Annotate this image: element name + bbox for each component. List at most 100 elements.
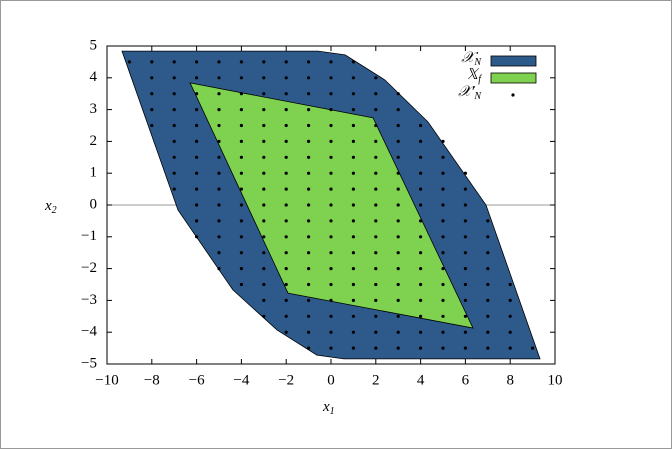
sample-point [329, 298, 333, 302]
sample-point [217, 203, 221, 207]
sample-point [284, 60, 288, 64]
sample-point [351, 155, 355, 159]
sample-point [351, 346, 355, 350]
sample-point [307, 235, 311, 239]
sample-point [419, 235, 423, 239]
sample-point [239, 235, 243, 239]
sample-point [486, 219, 490, 223]
sample-point [463, 298, 467, 302]
sample-point [463, 219, 467, 223]
y-tick-label: 0 [90, 196, 98, 212]
sample-point [150, 123, 154, 128]
sample-point [351, 203, 355, 207]
y-tick-label: −4 [81, 324, 97, 340]
sample-point [262, 92, 266, 96]
legend-label-sub: N [473, 91, 482, 102]
sample-point [351, 123, 355, 128]
sample-point [262, 187, 266, 191]
sample-point [239, 267, 243, 271]
sample-point [441, 298, 445, 302]
sample-point [508, 298, 512, 302]
sample-point [396, 267, 400, 271]
sample-point [441, 346, 445, 350]
sample-point [150, 92, 154, 96]
sample-point [419, 171, 423, 175]
sample-point [262, 251, 266, 255]
sample-point [396, 251, 400, 255]
sample-point [239, 251, 243, 255]
sample-point [374, 155, 378, 159]
sample-point [284, 92, 288, 96]
sample-point [284, 76, 288, 80]
sample-point [284, 219, 288, 223]
sample-point [195, 219, 199, 223]
legend-label-main: 𝕏 [466, 67, 480, 83]
sample-point [419, 298, 423, 302]
sample-point [531, 346, 535, 350]
sample-point [262, 282, 266, 287]
sample-point [419, 203, 423, 207]
sample-point [239, 155, 243, 159]
sample-point [195, 155, 199, 159]
x-tick-label: −2 [278, 372, 294, 388]
sample-point [307, 298, 311, 302]
sample-point [486, 330, 490, 334]
sample-point [195, 108, 199, 112]
sample-point [262, 108, 266, 112]
sample-point [307, 92, 311, 96]
sample-point [374, 330, 378, 334]
sample-point [441, 235, 445, 239]
sample-point [307, 155, 311, 159]
sample-point [463, 267, 467, 271]
sample-point [351, 251, 355, 255]
sample-point [307, 251, 311, 255]
sample-point [374, 346, 378, 350]
sample-point [329, 235, 333, 239]
sample-point [262, 171, 266, 175]
sample-point [419, 155, 423, 159]
sample-point [329, 219, 333, 223]
sample-point [441, 330, 445, 334]
x-tick-label: 2 [372, 372, 380, 388]
sample-point [307, 187, 311, 191]
sample-point [217, 108, 221, 112]
sample-point [172, 171, 176, 175]
sample-point [486, 282, 490, 287]
sample-point [262, 76, 266, 80]
sample-point [329, 108, 333, 112]
sample-point [329, 282, 333, 287]
sample-point [217, 60, 221, 64]
sample-point [351, 171, 355, 175]
x-axis-label-main: x [322, 399, 330, 415]
y-axis-label-main: x [44, 198, 52, 214]
sample-point [172, 108, 176, 112]
sample-point [351, 235, 355, 239]
sample-point [396, 92, 400, 96]
sample-point [217, 155, 221, 159]
sample-point [217, 171, 221, 175]
sample-point [239, 171, 243, 175]
sample-point [396, 155, 400, 159]
y-tick-label: 5 [90, 37, 98, 53]
sample-point [351, 76, 355, 80]
sample-point [284, 282, 288, 287]
sample-point [284, 330, 288, 334]
sample-point [307, 219, 311, 223]
sample-point [351, 60, 355, 64]
sample-point [329, 330, 333, 334]
sample-point [217, 267, 221, 271]
sample-point [374, 314, 378, 318]
sample-point [150, 76, 154, 80]
sample-point [374, 92, 378, 96]
sample-point [239, 92, 243, 96]
sample-point [329, 60, 333, 64]
y-tick-label: 1 [90, 165, 98, 181]
sample-point [441, 267, 445, 271]
sample-point [217, 251, 221, 255]
sample-point [307, 203, 311, 207]
sample-point [396, 298, 400, 302]
sample-point [195, 235, 199, 239]
sample-point [351, 298, 355, 302]
